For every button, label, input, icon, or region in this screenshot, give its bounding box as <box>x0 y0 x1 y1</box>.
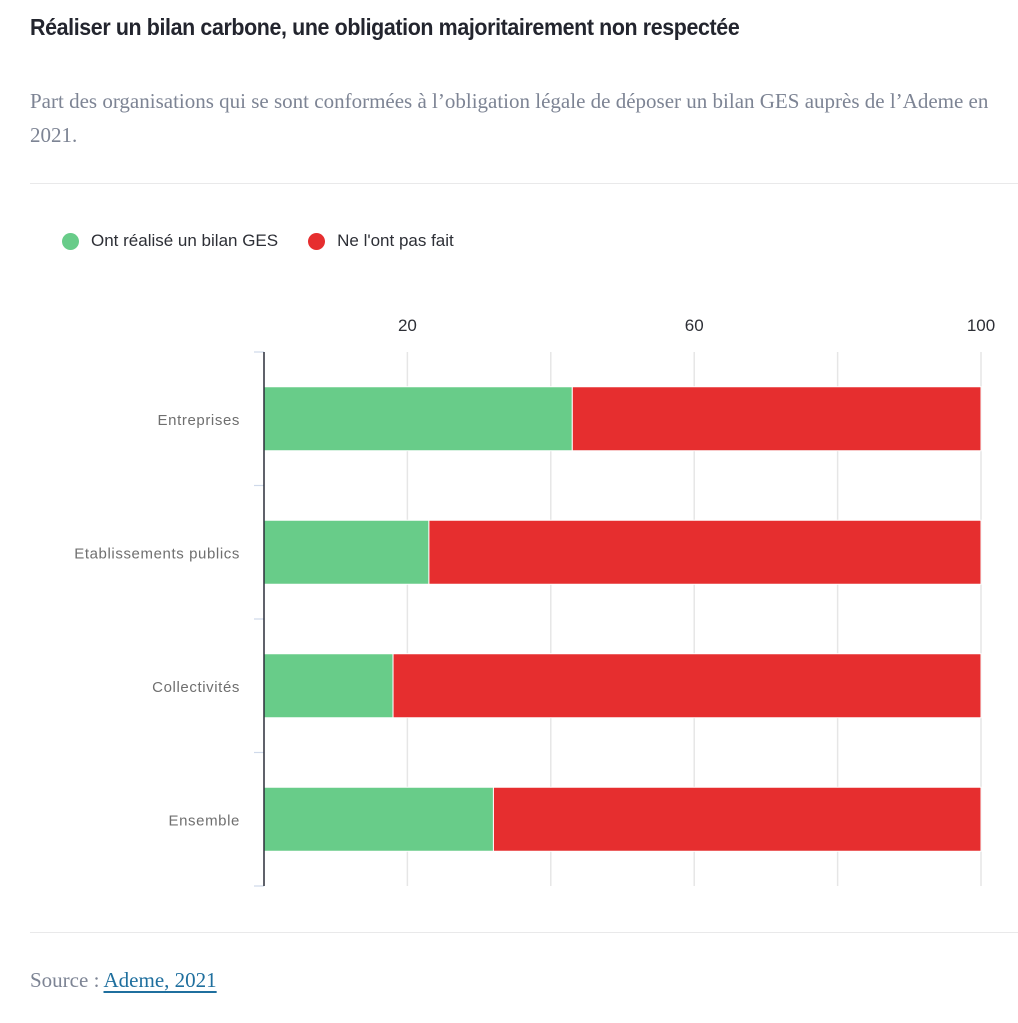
source-prefix: Source : <box>30 968 104 992</box>
legend-swatch-not-done <box>308 232 326 250</box>
y-category-label: Ensemble <box>168 812 240 829</box>
bar-segment-done <box>263 386 573 452</box>
source-link[interactable]: Ademe, 2021 <box>103 968 217 992</box>
divider-bottom <box>30 932 1018 933</box>
legend-item-done[interactable]: Ont réalisé un bilan GES <box>62 231 278 251</box>
legend-label-not-done: Ne l'ont pas fait <box>337 231 454 250</box>
divider-top <box>30 183 1018 184</box>
y-category-label: Etablissements publics <box>74 545 240 562</box>
chart-subtitle: Part des organisations qui se sont confo… <box>30 89 989 147</box>
y-category-label: Entreprises <box>158 412 240 429</box>
bar-segment-not-done <box>392 653 982 719</box>
bar-segment-not-done <box>428 519 982 585</box>
x-tick-label: 20 <box>398 316 417 335</box>
y-category-label: Collectivités <box>152 679 240 696</box>
legend-label-done: Ont réalisé un bilan GES <box>91 231 279 250</box>
legend-swatch-done <box>62 232 79 250</box>
chart-title: Réaliser un bilan carbone, une obligatio… <box>30 14 740 40</box>
legend-item-not-done[interactable]: Ne l'ont pas fait <box>308 231 454 251</box>
bar-segment-not-done <box>492 786 982 852</box>
x-tick-label: 100 <box>967 316 995 335</box>
legend: Ont réalisé un bilan GES Ne l'ont pas fa… <box>62 231 484 251</box>
bar-segment-done <box>263 653 394 719</box>
x-tick-label: 60 <box>685 316 704 335</box>
bar-segment-done <box>263 786 494 852</box>
source-line: Source : Ademe, 2021 <box>30 968 217 993</box>
bar-segment-done <box>263 519 430 585</box>
bar-segment-not-done <box>571 386 982 452</box>
